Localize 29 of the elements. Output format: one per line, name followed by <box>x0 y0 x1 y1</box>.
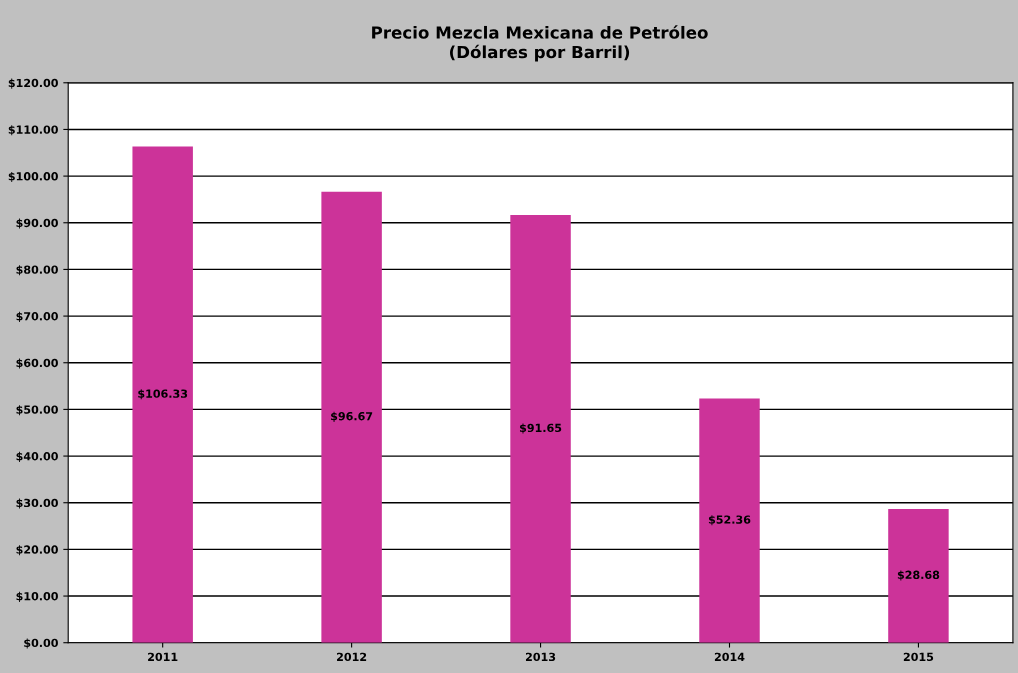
y-tick-label: $120.00 <box>8 78 58 89</box>
bar <box>699 398 760 643</box>
x-tick-label: 2012 <box>337 652 367 662</box>
y-tick-label: $80.00 <box>16 265 58 276</box>
y-tick-label: $100.00 <box>8 171 58 182</box>
data-label: $96.67 <box>331 411 373 422</box>
chart-title: Precio Mezcla Mexicana de Petróleo (Dólares por Barril) <box>372 25 708 62</box>
x-tick-label: 2015 <box>903 652 934 662</box>
bar <box>888 508 949 643</box>
y-tick-label: $20.00 <box>16 545 58 556</box>
y-tick-label: $70.00 <box>16 311 58 322</box>
bar <box>510 215 571 643</box>
bar <box>321 191 382 643</box>
y-tick-label: $90.00 <box>16 218 58 229</box>
x-tick-label: 2011 <box>148 652 178 662</box>
y-tick-label: $110.00 <box>8 125 58 136</box>
data-label: $52.36 <box>708 515 751 526</box>
y-tick-label: $0.00 <box>24 638 58 649</box>
bar <box>132 146 193 643</box>
y-tick-label: $10.00 <box>16 591 58 602</box>
x-tick-label: 2013 <box>525 652 556 662</box>
y-tick-label: $40.00 <box>16 451 58 462</box>
data-label: $91.65 <box>519 423 562 434</box>
data-label: $28.68 <box>897 570 940 581</box>
data-label: $106.33 <box>138 389 188 400</box>
y-tick-label: $30.00 <box>16 498 58 509</box>
y-tick-label: $50.00 <box>16 405 58 416</box>
y-tick-label: $60.00 <box>16 358 58 369</box>
x-tick-label: 2014 <box>714 652 745 662</box>
